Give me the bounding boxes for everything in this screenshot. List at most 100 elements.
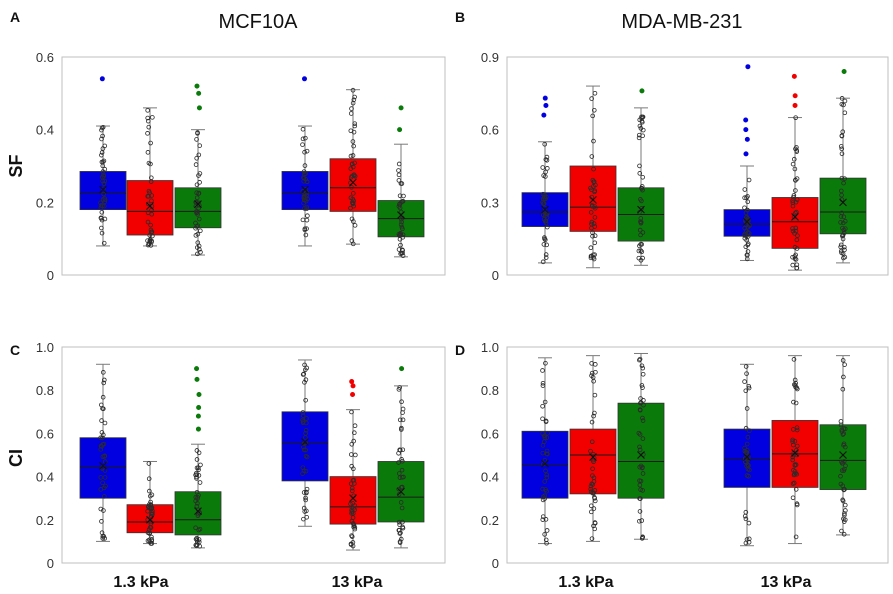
data-point-a-0-37 [102,143,108,149]
data-point-d-5-5 [839,528,844,534]
data-point-b-5-18 [840,225,845,231]
data-point-b-3-3 [745,199,751,205]
data-point-a-0-32 [100,197,106,202]
data-point-d-5-10 [841,519,847,524]
title-mcf10a: MCF10A [219,11,299,33]
data-point-b-1-21 [588,210,594,215]
data-point-a-5-12 [398,222,404,227]
data-point-b-5-27 [839,96,845,101]
data-point-a-1-18 [145,219,151,225]
data-point-c-5-3 [398,500,404,505]
data-point-d-3-35 [746,473,751,479]
y-tick-label-c-2: 0.4 [36,470,54,485]
mean-marker-c-1 [146,515,154,524]
data-point-d-0-28 [544,488,549,494]
data-point-d-0-0 [544,475,550,480]
data-point-d-1-35 [591,413,596,419]
y-tick-label-d-0: 0 [492,556,499,571]
data-point-b-5-5 [839,210,845,216]
data-point-a-2-21 [196,190,202,196]
data-point-d-3-29 [746,520,752,526]
title-mda-mb-231: MDA-MB-231 [621,11,742,33]
data-point-b-2-31 [637,243,642,249]
mean-marker-c-3 [301,438,309,446]
outlier-point-c-4-0 [350,392,356,398]
data-point-b-4-36 [790,161,796,167]
data-point-d-0-2 [540,380,546,386]
data-point-b-4-14 [794,209,799,215]
data-point-a-2-35 [197,171,203,176]
data-point-d-4-32 [790,437,795,443]
data-point-d-0-25 [540,514,546,519]
data-point-c-0-17 [100,432,106,438]
box-rect-d-1 [569,428,617,495]
data-point-c-4-19 [349,452,354,457]
data-point-c-4-27 [352,507,357,513]
data-point-b-4-35 [794,149,800,154]
data-point-b-5-8 [839,192,844,198]
box-d-3 [723,363,771,547]
data-point-b-2-39 [638,216,644,221]
data-point-d-2-13 [637,407,643,413]
data-point-d-2-26 [637,496,642,501]
data-point-a-1-35 [146,160,152,166]
data-point-d-4-28 [790,495,796,501]
data-point-b-2-26 [638,219,643,224]
data-point-d-1-33 [592,520,598,526]
data-point-a-4-33 [350,100,356,106]
data-point-d-4-39 [794,427,800,433]
data-point-d-2-30 [639,363,645,369]
data-point-b-1-14 [591,166,596,172]
data-point-c-3-26 [304,454,310,460]
data-point-b-0-30 [545,166,550,171]
data-point-b-1-26 [591,108,597,113]
data-point-d-1-37 [588,503,594,509]
data-point-b-5-11 [841,180,846,186]
data-point-c-0-34 [98,435,103,441]
data-point-c-3-38 [302,380,307,385]
data-point-d-5-37 [842,512,847,518]
data-point-b-2-20 [636,248,642,254]
box-c-0 [79,363,127,542]
data-point-d-0-8 [543,360,548,366]
y-tick-label-c-4: 0.8 [36,383,54,398]
data-point-a-3-13 [300,189,306,194]
data-point-a-4-23 [349,200,355,205]
data-point-b-5-0 [838,188,844,194]
data-point-b-0-23 [542,141,548,147]
data-point-a-0-5 [100,133,105,139]
data-point-d-2-33 [641,398,646,403]
data-point-d-3-38 [742,456,748,461]
data-point-d-2-18 [640,436,646,441]
data-point-d-0-20 [540,403,545,409]
data-point-d-1-30 [590,466,595,472]
data-point-c-2-29 [195,501,200,506]
data-point-b-4-6 [790,203,796,209]
data-point-d-3-33 [742,379,747,384]
data-point-a-4-27 [352,94,357,100]
data-point-b-0-17 [543,255,549,260]
data-point-d-5-21 [840,386,846,392]
box-a-5 [377,105,425,259]
data-point-c-1-17 [149,534,154,540]
y-tick-label-b-2: 0.6 [481,123,499,138]
mean-marker-d-5 [839,451,847,459]
data-point-d-5-15 [840,358,846,363]
panel-b: 0 0.3 0.6 0.9 [481,50,889,283]
data-point-a-1-13 [149,229,155,235]
box-c-1 [126,460,174,546]
data-point-c-0-22 [101,441,107,447]
data-point-c-5-32 [396,519,402,525]
mean-marker-c-4 [349,494,357,503]
data-point-b-0-39 [542,196,547,201]
data-point-b-2-33 [639,186,644,191]
data-point-d-0-39 [544,451,550,457]
data-point-b-1-39 [590,113,595,119]
mean-marker-c-5 [397,487,405,496]
data-point-c-0-13 [102,468,108,473]
data-point-b-5-15 [841,102,846,108]
data-point-d-2-39 [640,471,646,476]
data-point-c-0-3 [100,435,105,441]
y-tick-label-a-0: 0 [47,268,54,283]
data-point-d-4-33 [790,457,796,463]
